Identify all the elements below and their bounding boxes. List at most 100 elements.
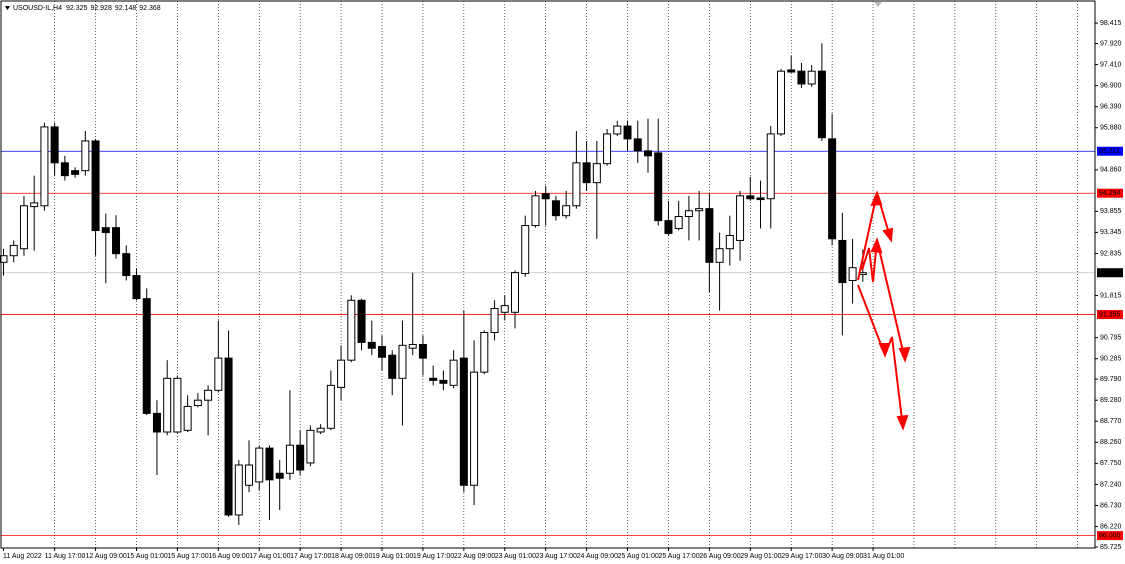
candle-body [459, 357, 468, 486]
x-tick-label: 17 Aug 01:00 [249, 553, 290, 560]
arrowhead [870, 190, 883, 207]
candle-body [776, 70, 785, 135]
x-tick-label: 11 Aug 17:00 [45, 553, 86, 560]
level-label: 91.355 [1099, 311, 1121, 318]
candle-body [848, 267, 857, 281]
forecast-arrows [857, 190, 911, 431]
candle-body [531, 195, 540, 227]
x-tick-label: 15 Aug 17:00 [167, 553, 208, 560]
x-tick-label: 31 Aug 01:00 [863, 553, 904, 560]
candle-body [326, 384, 335, 429]
x-tick-label: 30 Aug 09:00 [822, 553, 863, 560]
candle-body [19, 205, 28, 250]
candle-body [572, 162, 581, 207]
candle-body [807, 70, 816, 85]
candle-body [30, 202, 39, 208]
candle-body [582, 162, 591, 184]
level-label-bg [1097, 531, 1123, 541]
candle-body [746, 195, 755, 200]
y-tick-label: 87.750 [1100, 460, 1122, 467]
candle-body [255, 447, 264, 483]
x-tick-label: 17 Aug 17:00 [290, 553, 331, 560]
candle-body [705, 208, 714, 263]
y-tick-label: 89.790 [1100, 376, 1122, 383]
header-low: 92.148 [115, 5, 137, 12]
x-tick-label: 23 Aug 01:00 [495, 553, 536, 560]
candle-body [674, 215, 683, 229]
candle-body [367, 341, 376, 349]
candle-body [551, 200, 560, 217]
candle-body [715, 248, 724, 263]
candle-body [163, 377, 172, 433]
candle-body [306, 429, 315, 464]
y-tick-label: 88.770 [1100, 418, 1122, 425]
y-tick-label: 96.390 [1100, 104, 1122, 111]
y-tick-label: 93.345 [1100, 229, 1122, 236]
candle-body [736, 195, 745, 241]
x-tick-label: 16 Aug 09:00 [208, 553, 249, 560]
y-tick-label: 89.280 [1100, 397, 1122, 404]
y-tick-label: 95.880 [1100, 125, 1122, 132]
x-tick-label: 22 Aug 09:00 [454, 553, 495, 560]
arrowhead [870, 237, 883, 254]
candle-body [623, 125, 632, 140]
candle-body [613, 125, 622, 135]
x-tick-label: 25 Aug 17:00 [658, 553, 699, 560]
level-label-bg [1097, 310, 1123, 320]
candle-body [684, 210, 693, 217]
candle-body [408, 343, 417, 349]
candle-body [500, 305, 509, 313]
level-lines [1, 150, 1095, 537]
candle-body [664, 220, 673, 234]
candle-body [122, 253, 131, 277]
candle-body [695, 208, 704, 212]
header-close: 92.368 [139, 5, 161, 12]
level-label: 92.368 [1099, 270, 1121, 277]
candle-body [347, 299, 356, 361]
level-label-bg [1097, 146, 1123, 156]
y-tick-label: 93.855 [1100, 208, 1122, 215]
level-label-bg [1097, 268, 1123, 278]
candle-body [183, 405, 192, 431]
y-tick-label: 88.260 [1100, 439, 1122, 446]
level-label: 94.294 [1099, 190, 1121, 197]
candle-body [797, 70, 806, 85]
candle-body [838, 239, 847, 284]
candle-body [40, 126, 49, 207]
candle-body [511, 272, 519, 313]
candle-body [132, 275, 141, 300]
x-tick-label: 12 Aug 09:00 [86, 553, 127, 560]
candle-body [725, 234, 734, 250]
candle-body [71, 170, 80, 175]
candle-body [654, 152, 663, 222]
candle-body [470, 371, 479, 486]
candle-body [275, 472, 284, 479]
x-tick-label: 15 Aug 01:00 [126, 553, 167, 560]
candle-body [766, 133, 775, 200]
candles [0, 43, 867, 525]
candle-body [91, 140, 100, 232]
x-tick-label: 23 Aug 17:00 [536, 553, 577, 560]
candle-body [603, 133, 612, 165]
header-high: 92.928 [90, 5, 112, 12]
candle-body [449, 359, 458, 386]
level-label-bg [1097, 188, 1123, 198]
candle-body [817, 70, 826, 139]
candle-body [756, 197, 765, 201]
y-tick-label: 85.725 [1100, 544, 1122, 551]
x-tick-label: 24 Aug 09:00 [577, 553, 618, 560]
candle-body [101, 227, 110, 234]
candle-body [439, 379, 448, 384]
candle-body [112, 227, 121, 255]
candle-body [633, 138, 642, 152]
y-tick-label: 92.835 [1100, 250, 1122, 257]
candle-body [265, 447, 274, 481]
candle-body [828, 138, 837, 240]
candle-body [81, 140, 90, 172]
level-label: 95.311 [1099, 148, 1120, 155]
candle-body [480, 332, 489, 373]
y-tick-label: 86.220 [1100, 523, 1122, 530]
